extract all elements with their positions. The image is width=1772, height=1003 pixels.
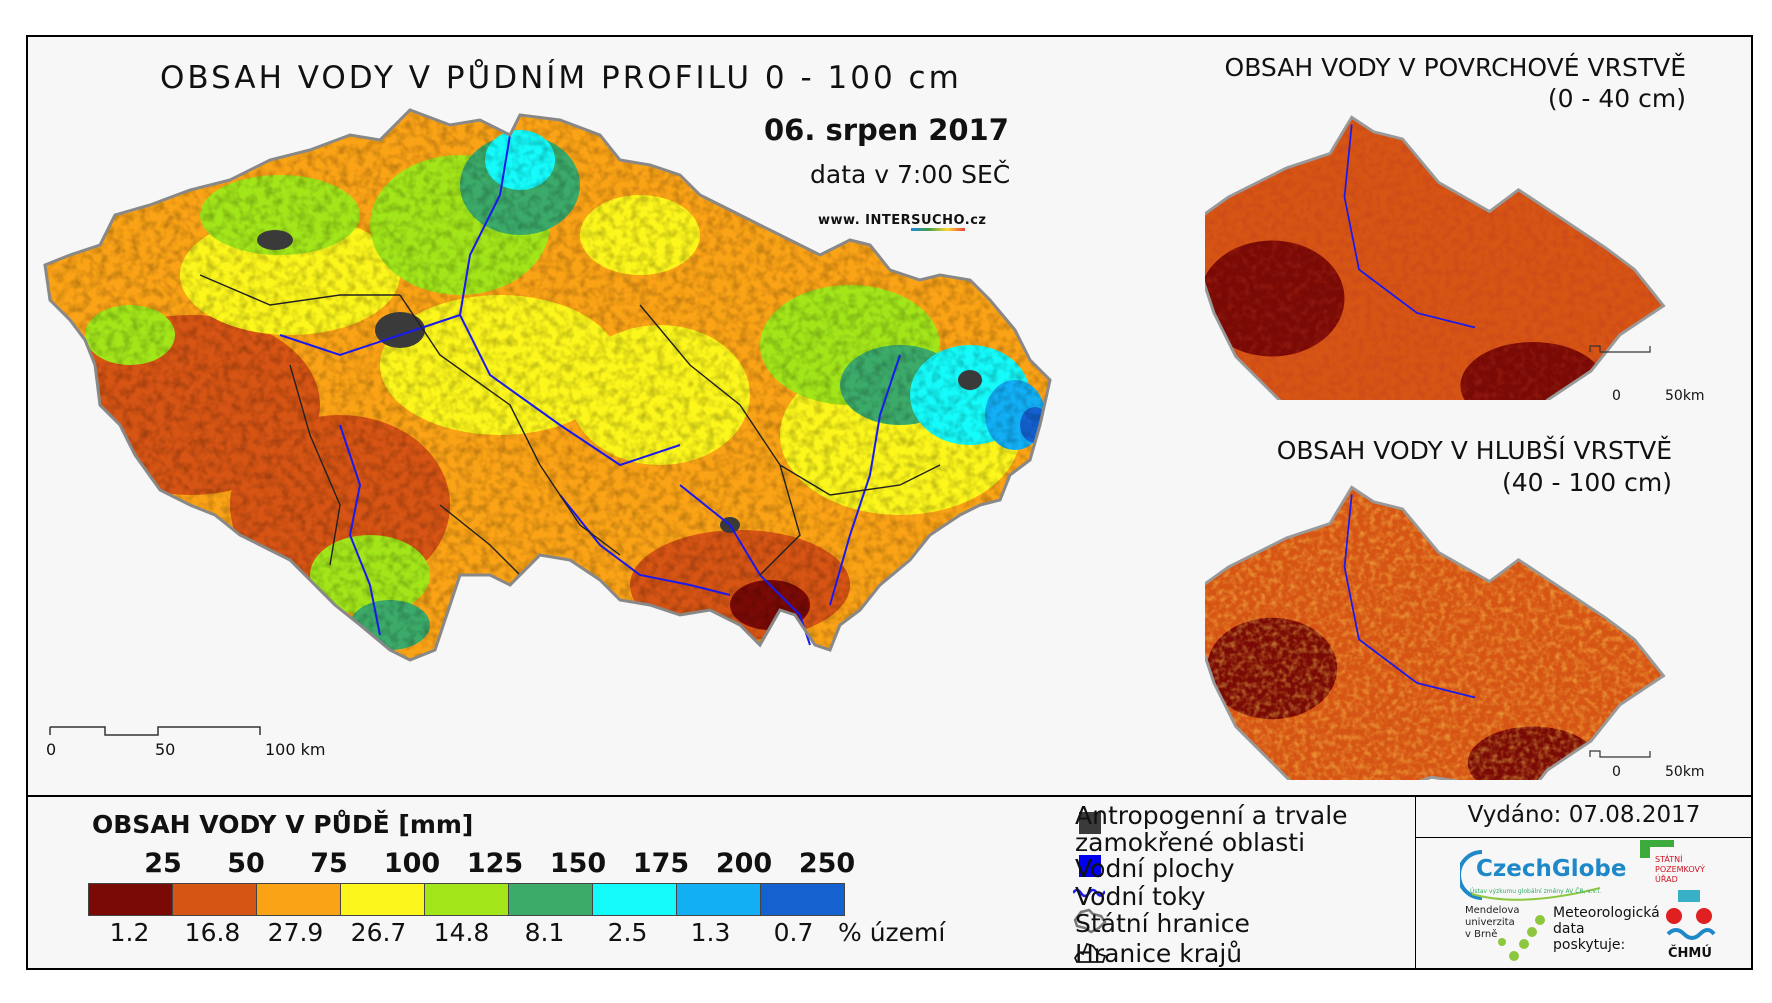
legend-threshold-label: 100 bbox=[383, 848, 441, 879]
inset-top-scale-50: 50km bbox=[1665, 388, 1705, 404]
region-borders bbox=[199, 274, 941, 576]
inset-bottom-map bbox=[1205, 485, 1666, 780]
legend-color-segment bbox=[593, 884, 677, 915]
website-prefix: www. INTER bbox=[818, 213, 912, 228]
legend-threshold-label: 175 bbox=[632, 848, 690, 879]
pct-unit-label: % území bbox=[838, 918, 946, 947]
inset-bottom-scale-0: 0 bbox=[1612, 764, 1621, 780]
inset-top-title: OBSAH VODY V POVRCHOVÉ VRSTVĚ bbox=[1224, 53, 1686, 82]
legend-color-segment bbox=[173, 884, 257, 915]
legend-rivers: Vodní toky bbox=[1075, 882, 1206, 911]
legend-water-bodies: Vodní plochy bbox=[1075, 854, 1235, 883]
river-network bbox=[279, 134, 901, 646]
chmu-label: ČHMÚ bbox=[1668, 946, 1712, 961]
spu-logo-text: STÁTNÍ POZEMKOVÝ ÚŘAD bbox=[1655, 855, 1705, 885]
mendelu-logo-text: Mendelova univerzita v Brně bbox=[1465, 905, 1520, 941]
spu-line1: STÁTNÍ bbox=[1655, 855, 1683, 864]
legend-color-segment bbox=[677, 884, 761, 915]
legend-threshold-label: 200 bbox=[715, 848, 773, 879]
website-highlight: SUCHO bbox=[911, 213, 965, 231]
meteo-line3: poskytuje: bbox=[1553, 937, 1626, 953]
inset-bottom-scale-50: 50km bbox=[1665, 764, 1705, 780]
legend-threshold-label: 50 bbox=[227, 848, 265, 879]
main-soil-water-map bbox=[43, 108, 1052, 736]
legend-percentage-label: 8.1 bbox=[524, 918, 565, 947]
czechglobe-subtitle: Ústav výzkumu globální změny AV ČR, v.v.… bbox=[1470, 888, 1601, 895]
spu-line3: ÚŘAD bbox=[1655, 875, 1678, 884]
anthropogenic-area-icon bbox=[1079, 812, 1101, 834]
legend-threshold-label: 125 bbox=[466, 848, 524, 879]
spu-logo-icon bbox=[1640, 840, 1674, 858]
river-line-icon bbox=[1073, 888, 1105, 898]
legend-threshold-label: 25 bbox=[144, 848, 182, 879]
legend-color-segment bbox=[509, 884, 593, 915]
legend-percentage-label: 0.7 bbox=[773, 918, 814, 947]
website-link[interactable]: www. INTERSUCHO.cz bbox=[818, 213, 987, 231]
legend-percentage-label: 16.8 bbox=[184, 918, 241, 947]
legend-color-segment bbox=[89, 884, 173, 915]
legend-anthropogenic-line1: Antropogenní a trvale bbox=[1075, 801, 1348, 830]
legend-percentage-label: 26.7 bbox=[350, 918, 407, 947]
main-map-fill bbox=[45, 110, 1050, 660]
inset-bottom-range: (40 - 100 cm) bbox=[1502, 468, 1672, 497]
mendelu-line3: v Brně bbox=[1465, 929, 1498, 940]
issued-underline bbox=[1415, 837, 1753, 838]
main-scale-bar bbox=[49, 726, 261, 736]
main-scale-100: 100 km bbox=[265, 740, 326, 759]
issued-divider bbox=[1415, 797, 1416, 970]
country-outline-icon bbox=[1073, 908, 1107, 934]
legend-percentage-label: 14.8 bbox=[433, 918, 490, 947]
legend-color-bar bbox=[88, 883, 845, 916]
inset-top-map bbox=[1205, 115, 1666, 400]
main-scale-0: 0 bbox=[46, 740, 57, 759]
legend-threshold-label: 250 bbox=[798, 848, 856, 879]
legend-region-border: Hranice krajů bbox=[1075, 939, 1243, 968]
legend-color-segment bbox=[761, 884, 844, 915]
legend-color-segment bbox=[425, 884, 509, 915]
mendelu-line1: Mendelova bbox=[1465, 905, 1520, 916]
date-label: 06. srpen 2017 bbox=[764, 113, 1009, 147]
legend-percentage-label: 1.2 bbox=[109, 918, 150, 947]
legend-title: OBSAH VODY V PŮDĚ [mm] bbox=[92, 810, 474, 839]
inset-top-range: (0 - 40 cm) bbox=[1547, 84, 1686, 113]
inset-bottom-title: OBSAH VODY V HLUBŠÍ VRSTVĚ bbox=[1276, 436, 1672, 465]
legend-divider bbox=[26, 795, 1753, 797]
legend-percentage-label: 1.3 bbox=[690, 918, 731, 947]
state-border bbox=[43, 108, 1052, 662]
water-body-icon bbox=[1079, 855, 1101, 877]
legend-color-segment bbox=[257, 884, 341, 915]
legend-percentage-label: 27.9 bbox=[267, 918, 324, 947]
meteo-line2: data bbox=[1553, 921, 1585, 937]
legend-threshold-label: 75 bbox=[310, 848, 348, 879]
legend-anthropogenic-line2: zamokřené oblasti bbox=[1075, 828, 1306, 857]
meteo-data-text: Meteorologická data poskytuje: bbox=[1553, 905, 1660, 953]
czechglobe-name: CzechGlobe bbox=[1476, 856, 1627, 882]
czechglobe-logo-icon bbox=[1460, 850, 1601, 901]
region-outline-icon bbox=[1073, 942, 1107, 963]
website-suffix: .cz bbox=[964, 213, 987, 228]
legend-threshold-label: 150 bbox=[549, 848, 607, 879]
data-time-label: data v 7:00 SEČ bbox=[810, 160, 1011, 189]
legend-percentage-label: 2.5 bbox=[607, 918, 648, 947]
spu-line2: POZEMKOVÝ bbox=[1655, 865, 1705, 874]
legend-state-border: Státní hranice bbox=[1075, 909, 1250, 938]
mendelu-dots-icon bbox=[1498, 915, 1545, 961]
legend-color-segment bbox=[341, 884, 425, 915]
chmu-logo-icon bbox=[1666, 890, 1716, 940]
main-scale-50: 50 bbox=[155, 740, 176, 759]
inset-top-scale-0: 0 bbox=[1612, 388, 1621, 404]
issued-date: Vydáno: 07.08.2017 bbox=[1467, 802, 1701, 828]
mendelu-line2: univerzita bbox=[1465, 917, 1515, 928]
meteo-line1: Meteorologická bbox=[1553, 905, 1660, 921]
main-title: OBSAH VODY V PŮDNÍM PROFILU 0 - 100 cm bbox=[160, 60, 962, 96]
